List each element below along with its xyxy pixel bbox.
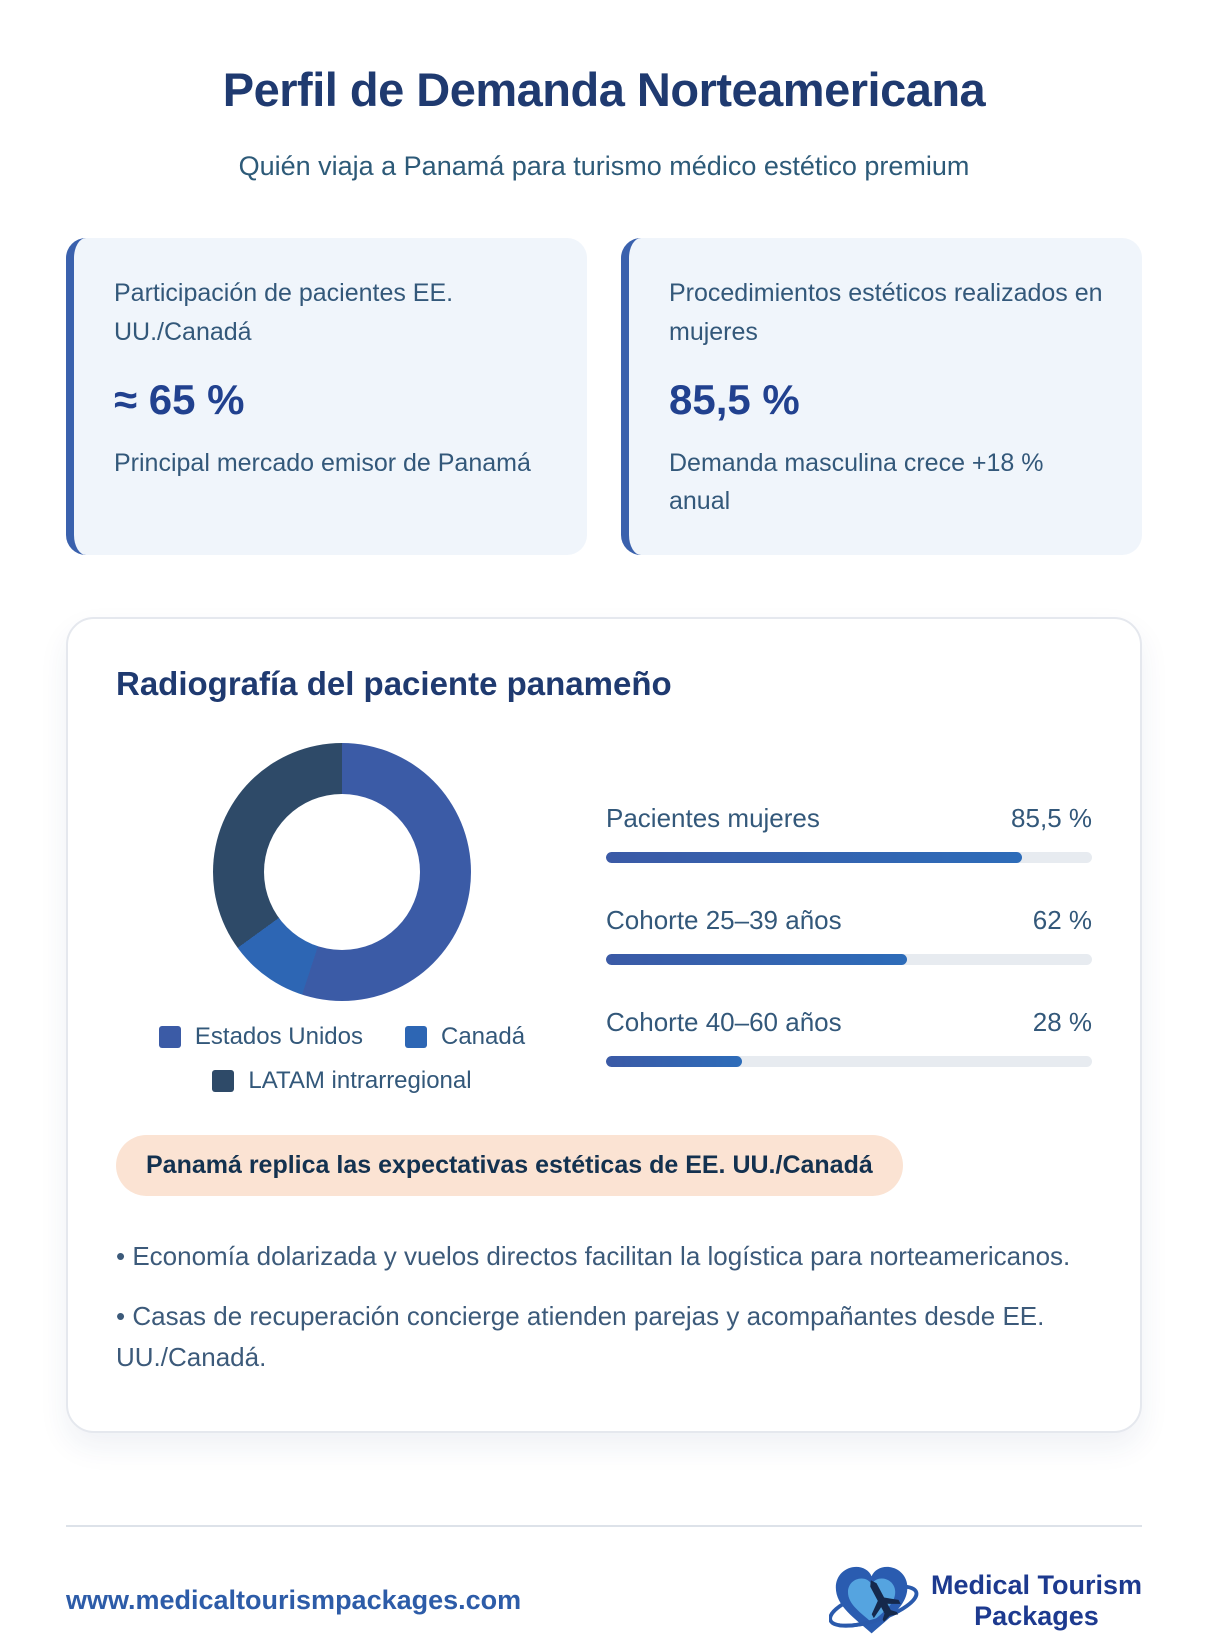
donut-hole bbox=[264, 794, 420, 950]
bar-fill bbox=[606, 1056, 743, 1067]
bar-head: Cohorte 25–39 años 62 % bbox=[606, 905, 1092, 936]
patient-profile-panel: Radiografía del paciente panameño Estado… bbox=[66, 617, 1142, 1433]
stat-card-value: 85,5 % bbox=[669, 375, 800, 423]
brand-name: Medical Tourism Packages bbox=[931, 1570, 1142, 1632]
legend-swatch bbox=[212, 1070, 235, 1092]
bar-label: Cohorte 40–60 años bbox=[606, 1007, 842, 1037]
stat-card-female-procedures: Procedimientos estéticos realizados en m… bbox=[621, 238, 1142, 555]
bar-row-cohorte-25-39: Cohorte 25–39 años 62 % bbox=[606, 905, 1092, 965]
legend-swatch bbox=[405, 1026, 427, 1048]
bars-column: Pacientes mujeres 85,5 % Cohorte 25–39 a… bbox=[568, 743, 1092, 1067]
legend-label: Canadá bbox=[441, 1023, 526, 1050]
page-title: Perfil de Demanda Norteamericana bbox=[222, 63, 986, 116]
stat-card-note: Principal mercado emisor de Panamá bbox=[114, 448, 531, 477]
highlight-pill: Panamá replica las expectativas estética… bbox=[116, 1135, 903, 1196]
bar-head: Pacientes mujeres 85,5 % bbox=[606, 803, 1092, 834]
brand-name-line2: Packages bbox=[974, 1600, 1099, 1631]
bullet-item: • Casas de recuperación concierge atiend… bbox=[116, 1300, 1045, 1373]
stat-cards-row: Participación de pacientes EE. UU./Canad… bbox=[66, 238, 1142, 555]
stat-card-label: Procedimientos estéticos realizados en m… bbox=[669, 279, 1103, 346]
donut-chart bbox=[213, 743, 471, 1001]
heart-inner-icon bbox=[847, 1578, 896, 1623]
stat-card-note: Demanda masculina crece +18 % anual bbox=[669, 448, 1044, 516]
bar-head: Cohorte 40–60 años 28 % bbox=[606, 1007, 1092, 1038]
stat-card-label: Participación de pacientes EE. UU./Canad… bbox=[114, 279, 454, 346]
legend-item-estados-unidos: Estados Unidos bbox=[158, 1023, 363, 1051]
bullet-list: • Economía dolarizada y vuelos directos … bbox=[116, 1236, 1092, 1379]
legend-row: LATAM intrarregional bbox=[212, 1067, 472, 1095]
page-subtitle: Quién viaja a Panamá para turismo médico… bbox=[238, 151, 970, 181]
footer-url: www.medicaltourismpackages.com bbox=[66, 1585, 522, 1616]
stat-card-value: ≈ 65 % bbox=[114, 375, 245, 423]
brand-name-line1: Medical Tourism bbox=[930, 1569, 1142, 1600]
bar-fill bbox=[606, 852, 1022, 863]
bar-row-pacientes-mujeres: Pacientes mujeres 85,5 % bbox=[606, 803, 1092, 863]
bullet-item: • Economía dolarizada y vuelos directos … bbox=[116, 1241, 1071, 1271]
brand-logo-mark bbox=[828, 1566, 919, 1634]
bar-value: 28 % bbox=[1032, 1007, 1092, 1037]
legend-label: LATAM intrarregional bbox=[248, 1067, 472, 1094]
legend-swatch bbox=[158, 1026, 181, 1048]
bar-label: Pacientes mujeres bbox=[606, 803, 820, 833]
legend-item-latam: LATAM intrarregional bbox=[212, 1067, 472, 1095]
legend-item-canada: Canadá bbox=[405, 1023, 525, 1051]
bar-track bbox=[606, 852, 1092, 863]
bar-label: Cohorte 25–39 años bbox=[606, 905, 842, 935]
legend-row: Estados Unidos Canadá bbox=[158, 1023, 525, 1051]
bar-value: 85,5 % bbox=[1011, 803, 1092, 833]
bar-row-cohorte-40-60: Cohorte 40–60 años 28 % bbox=[606, 1007, 1092, 1067]
bar-value: 62 % bbox=[1032, 905, 1092, 935]
legend-label: Estados Unidos bbox=[194, 1023, 363, 1050]
plane-icon bbox=[870, 1579, 901, 1622]
footer: www.medicaltourismpackages.com Medical T… bbox=[66, 1524, 1142, 1649]
panel-heading: Radiografía del paciente panameño bbox=[116, 665, 672, 702]
bar-track bbox=[606, 954, 1092, 965]
chart-row: Estados Unidos Canadá LATAM intrarregion… bbox=[116, 743, 1092, 1095]
bar-track bbox=[606, 1056, 1092, 1067]
bar-fill bbox=[606, 954, 908, 965]
stat-card-us-canada-share: Participación de pacientes EE. UU./Canad… bbox=[66, 238, 587, 555]
brand-logo: Medical Tourism Packages bbox=[828, 1553, 1142, 1649]
donut-legend: Estados Unidos Canadá LATAM intrarregion… bbox=[158, 1023, 525, 1095]
donut-column: Estados Unidos Canadá LATAM intrarregion… bbox=[116, 743, 568, 1095]
